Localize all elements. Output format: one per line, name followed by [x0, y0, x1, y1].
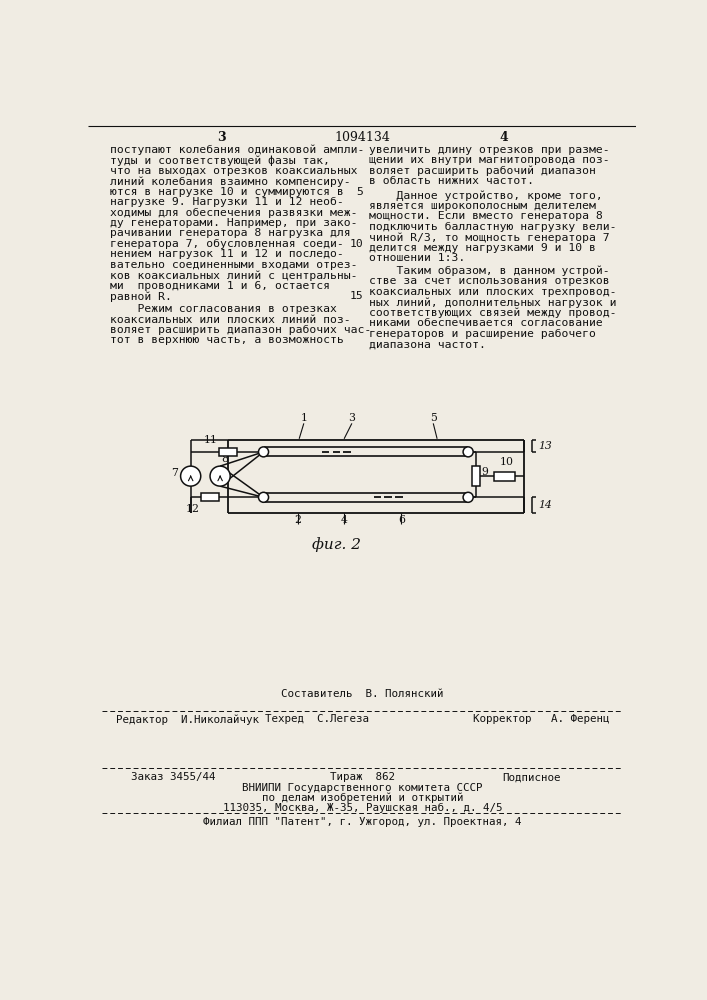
Text: 8: 8	[222, 454, 228, 464]
Text: делится между нагрузками 9 и 10 в: делится между нагрузками 9 и 10 в	[369, 243, 596, 253]
Text: что на выходах отрезков коаксиальных: что на выходах отрезков коаксиальных	[110, 166, 358, 176]
Text: подключить балластную нагрузку вели-: подключить балластную нагрузку вели-	[369, 222, 617, 232]
Text: 10: 10	[350, 239, 363, 249]
Circle shape	[180, 466, 201, 486]
Text: щении их внутри магнитопровода поз-: щении их внутри магнитопровода поз-	[369, 155, 609, 165]
Text: ВНИИПИ Государственного комитета СССР: ВНИИПИ Государственного комитета СССР	[243, 783, 483, 793]
Text: Подписное: Подписное	[503, 772, 561, 782]
Bar	[201, 493, 219, 501]
Text: коаксиальных или плоских трехпровод-: коаксиальных или плоских трехпровод-	[369, 287, 617, 297]
Text: чиной R/3, то мощность генератора 7: чиной R/3, то мощность генератора 7	[369, 232, 609, 243]
Text: 14: 14	[539, 500, 552, 510]
Text: нением нагрузок 11 и 12 и последо-: нением нагрузок 11 и 12 и последо-	[110, 249, 344, 259]
Text: нагрузке 9. Нагрузки 11 и 12 необ-: нагрузке 9. Нагрузки 11 и 12 необ-	[110, 197, 344, 207]
Text: воляет расширить рабочий диапазон: воляет расширить рабочий диапазон	[369, 166, 596, 176]
Text: 11: 11	[204, 435, 218, 445]
Text: воляет расширить диапазон рабочих час-: воляет расширить диапазон рабочих час-	[110, 325, 371, 335]
Text: 6: 6	[398, 515, 405, 525]
Circle shape	[259, 447, 269, 457]
Text: ду генераторами. Например, при зако-: ду генераторами. Например, при зако-	[110, 218, 358, 228]
Text: ходимы для обеспечения развязки меж-: ходимы для обеспечения развязки меж-	[110, 207, 358, 218]
Text: рачивании генератора 8 нагрузка для: рачивании генератора 8 нагрузка для	[110, 228, 351, 238]
Text: 4: 4	[499, 131, 508, 144]
Circle shape	[463, 492, 473, 502]
Circle shape	[463, 447, 473, 457]
Text: поступают колебания одинаковой ампли-: поступают колебания одинаковой ампли-	[110, 145, 364, 155]
Text: Корректор   А. Ференц: Корректор А. Ференц	[473, 714, 609, 724]
Text: 7: 7	[171, 468, 178, 478]
Bar	[218, 448, 237, 456]
Text: никами обеспечивается согласование: никами обеспечивается согласование	[369, 318, 602, 328]
Bar	[472, 466, 480, 486]
Text: 10: 10	[500, 457, 514, 467]
Circle shape	[259, 492, 269, 502]
Text: ных линий, дополнительных нагрузок и: ных линий, дополнительных нагрузок и	[369, 297, 617, 308]
Text: Данное устройство, кроме того,: Данное устройство, кроме того,	[369, 190, 602, 201]
Text: коаксиальных или плоских линий поз-: коаксиальных или плоских линий поз-	[110, 315, 351, 325]
Text: по делам изобретений и открытий: по делам изобретений и открытий	[262, 793, 464, 803]
Text: в область нижних частот.: в область нижних частот.	[369, 176, 534, 186]
Text: 12: 12	[186, 504, 200, 514]
Text: вательно соединенными входами отрез-: вательно соединенными входами отрез-	[110, 260, 358, 270]
Text: туды и соответствующей фазы так,: туды и соответствующей фазы так,	[110, 155, 330, 166]
Text: 5: 5	[356, 187, 363, 197]
Text: 3: 3	[349, 413, 356, 423]
Text: ми  проводниками 1 и 6, остается: ми проводниками 1 и 6, остается	[110, 281, 330, 291]
Text: ков коаксиальных линий с центральны-: ков коаксиальных линий с центральны-	[110, 270, 358, 281]
Text: генератора 7, обусловленная соеди-: генератора 7, обусловленная соеди-	[110, 239, 344, 249]
Text: Техред  С.Легеза: Техред С.Легеза	[265, 714, 369, 724]
Text: 3: 3	[217, 131, 226, 144]
Text: линий колебания взаимно компенсиру-: линий колебания взаимно компенсиру-	[110, 176, 351, 187]
Text: Режим согласования в отрезках: Режим согласования в отрезках	[110, 304, 337, 314]
Circle shape	[210, 466, 230, 486]
Text: является широкополосным делителем: является широкополосным делителем	[369, 201, 596, 211]
Text: тот в верхнюю часть, а возможность: тот в верхнюю часть, а возможность	[110, 335, 344, 345]
Text: фиг. 2: фиг. 2	[312, 537, 361, 552]
Text: 113035, Москва, Ж-35, Раушская наб., д. 4/5: 113035, Москва, Ж-35, Раушская наб., д. …	[223, 803, 503, 813]
Text: 1: 1	[300, 413, 308, 423]
Text: 5: 5	[430, 413, 437, 423]
Text: равной R.: равной R.	[110, 291, 172, 302]
Text: диапазона частот.: диапазона частот.	[369, 339, 486, 349]
Text: 9: 9	[481, 467, 488, 477]
Text: Составитель  В. Полянский: Составитель В. Полянский	[281, 689, 444, 699]
Text: генераторов и расширение рабочего: генераторов и расширение рабочего	[369, 329, 596, 339]
Text: стве за счет использования отрезков: стве за счет использования отрезков	[369, 276, 609, 286]
Text: соответствующих связей между провод-: соответствующих связей между провод-	[369, 308, 617, 318]
Text: Тираж  862: Тираж 862	[330, 772, 395, 782]
Text: отношении 1:3.: отношении 1:3.	[369, 253, 465, 263]
Text: увеличить длину отрезков при разме-: увеличить длину отрезков при разме-	[369, 145, 609, 155]
Text: 2: 2	[294, 515, 301, 525]
Text: 15: 15	[350, 291, 363, 301]
Text: Таким образом, в данном устрой-: Таким образом, в данном устрой-	[369, 266, 609, 276]
Text: Редактор  И.Николайчук: Редактор И.Николайчук	[115, 714, 259, 725]
Text: 13: 13	[539, 441, 552, 451]
Text: 4: 4	[341, 515, 348, 525]
Bar	[493, 472, 515, 481]
Text: Заказ 3455/44: Заказ 3455/44	[131, 772, 216, 782]
Text: ются в нагрузке 10 и суммируются в: ются в нагрузке 10 и суммируются в	[110, 187, 344, 197]
Text: Филиал ППП "Патент", г. Ужгород, ул. Проектная, 4: Филиал ППП "Патент", г. Ужгород, ул. Про…	[204, 817, 522, 827]
Text: 1094134: 1094134	[335, 131, 391, 144]
Text: мощности. Если вместо генератора 8: мощности. Если вместо генератора 8	[369, 211, 602, 221]
